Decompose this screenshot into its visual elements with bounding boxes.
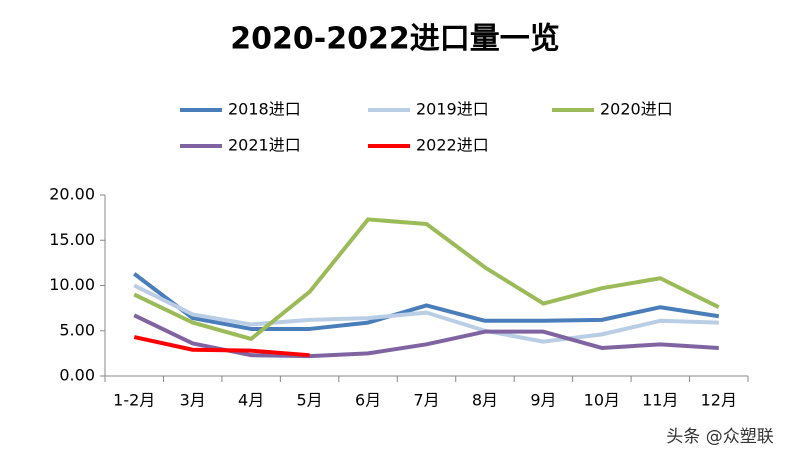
y-tick-label: 20.00 [49, 185, 95, 204]
y-tick-label: 15.00 [49, 230, 95, 249]
x-tick-label: 10月 [584, 391, 620, 410]
legend-label: 2022进口 [416, 136, 489, 155]
x-tick-label: 11月 [642, 391, 678, 410]
legend-label: 2021进口 [228, 136, 301, 155]
x-tick-label: 6月 [355, 391, 381, 410]
series-line [133, 335, 310, 358]
legend-label: 2018进口 [228, 100, 301, 119]
y-tick-label: 5.00 [59, 320, 95, 339]
series-line [133, 217, 720, 341]
x-tick-label: 3月 [180, 391, 206, 410]
watermark: 头条 @众塑联 [666, 427, 773, 447]
legend-label: 2019进口 [416, 100, 489, 119]
series-line [133, 272, 720, 331]
x-tick-label: 8月 [472, 391, 498, 410]
legend-label: 2020进口 [600, 100, 673, 119]
chart-title: 2020-2022进口量一览 [230, 22, 559, 57]
x-tick-label: 4月 [238, 391, 264, 410]
x-tick-label: 9月 [530, 391, 556, 410]
x-tick-label: 12月 [701, 391, 737, 410]
series-line [133, 283, 719, 344]
x-tick-label: 5月 [296, 391, 322, 410]
x-tick-label: 7月 [413, 391, 439, 410]
y-tick-label: 0.00 [59, 366, 95, 385]
y-tick-label: 10.00 [49, 275, 95, 294]
x-tick-label: 1-2月 [113, 391, 155, 410]
